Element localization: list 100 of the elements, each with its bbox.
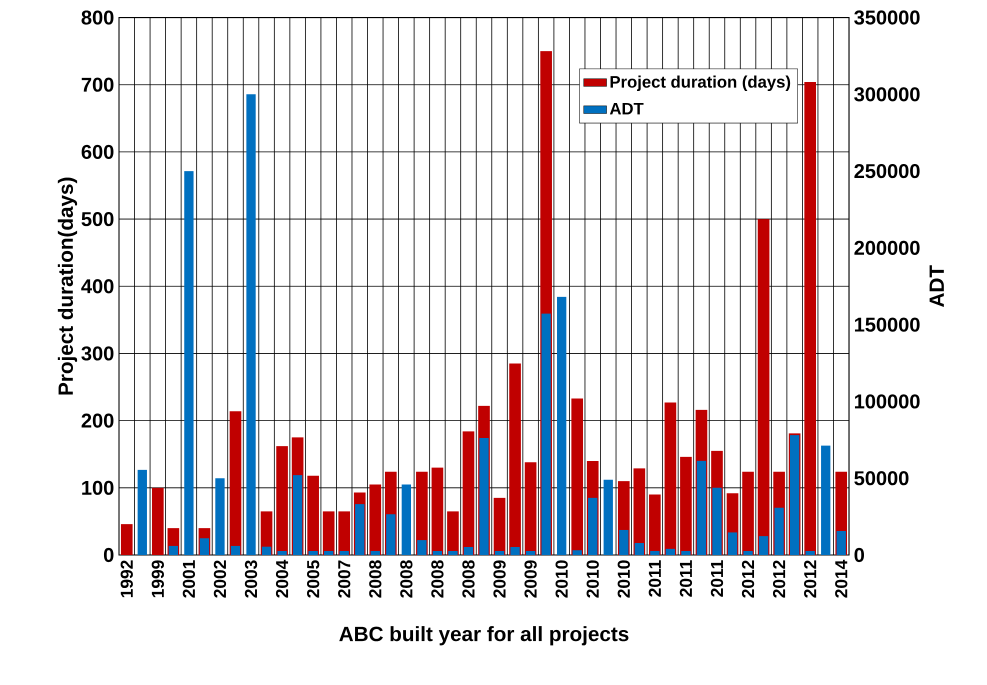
x-tick-label: 2010 [586,560,599,598]
y-tick-label: 200 [82,414,114,428]
bar [634,543,644,555]
bar [758,219,770,555]
bar [494,551,504,555]
bar [806,551,815,555]
bar [138,470,147,555]
bar [743,551,753,555]
bar [338,511,350,555]
x-tick-label: 2014 [835,560,848,598]
bar [402,484,412,555]
x-tick-label: 2011 [680,560,692,597]
y2-tick-label: 0 [854,548,864,562]
bar [666,548,676,555]
x-tick-label: 2009 [493,560,506,598]
bar [619,530,628,555]
bar [386,514,396,555]
x-tick-label: 2010 [556,560,568,598]
bar [821,446,830,555]
bar [432,468,444,555]
bar [277,551,287,555]
bar [276,446,288,555]
bar [324,551,334,555]
bar [262,546,272,555]
x-tick-label: 2012 [804,560,816,598]
y2-axis-title: ADT [930,265,944,307]
y2-tick-label: 300000 [854,87,920,102]
bar [120,524,133,555]
bar [664,402,676,555]
bar [571,398,584,555]
bar [557,296,566,555]
x-tick-label: 2005 [307,560,320,598]
bar [230,546,240,555]
bar [308,551,318,555]
bar [509,364,521,555]
x-tick-label: 2008 [369,560,382,598]
y-tick-label: 0 [104,548,114,562]
x-tick-label: 2002 [214,560,226,598]
y2-tick-label: 150000 [854,318,920,332]
bar [417,540,427,555]
bar [758,536,768,555]
x-tick-label: 2003 [244,560,258,598]
bar [526,551,536,555]
bar [510,547,520,555]
bar [604,480,613,555]
bar [152,488,164,555]
y2-tick-label: 50000 [854,471,908,486]
bar [524,462,536,555]
bar [588,498,598,555]
x-tick-label: 2011 [648,560,661,597]
bar [215,478,225,555]
bar [464,547,474,555]
y-tick-label: 500 [82,212,114,226]
bar [650,551,660,555]
x-tick-label: 2008 [462,560,475,598]
bar [370,551,380,555]
bar [246,94,256,555]
bar [369,484,382,555]
bar [184,171,194,555]
bar [448,551,458,555]
bar [681,551,691,555]
x-tick-label: 1992 [120,560,133,598]
legend-label: Project duration (days) [610,76,790,92]
y2-tick-label: 350000 [854,10,920,25]
x-tick-label: 2012 [772,560,786,598]
x-tick-label: 2001 [182,560,196,598]
y-axis-title: Project duration(days) [58,178,78,395]
x-tick-label: 2008 [431,560,444,598]
bar [230,411,242,555]
bar [494,498,506,555]
y-tick-label: 300 [81,346,114,361]
y-tick-label: 400 [81,279,114,294]
y2-tick-label: 100000 [854,394,920,409]
x-tick-label: 2004 [276,560,288,598]
x-tick-label: 2010 [618,560,630,598]
y-tick-label: 700 [82,78,114,92]
bar [340,551,349,555]
x-tick-label: 2011 [710,560,724,597]
bar [322,511,335,555]
x-tick-label: 2007 [338,560,350,598]
x-tick-label: 2008 [400,560,412,598]
bar [572,550,582,555]
x-tick-label: 2012 [742,560,754,598]
bar [307,476,319,555]
y2-tick-label: 250000 [854,164,920,178]
bar [836,531,846,555]
y2-tick-label: 200000 [854,240,920,255]
bar [447,511,459,555]
x-tick-label: 2009 [524,560,537,598]
bar [680,456,692,555]
y-tick-label: 100 [82,480,114,495]
bar [804,82,816,555]
x-axis-title: ABC built year for all projects [339,626,628,646]
y-tick-label: 600 [82,144,114,159]
legend-label: ADT [610,102,644,114]
bar [649,494,661,555]
bar [742,472,754,555]
x-tick-label: 1999 [152,560,164,598]
bar [432,551,442,555]
bar [462,431,474,555]
